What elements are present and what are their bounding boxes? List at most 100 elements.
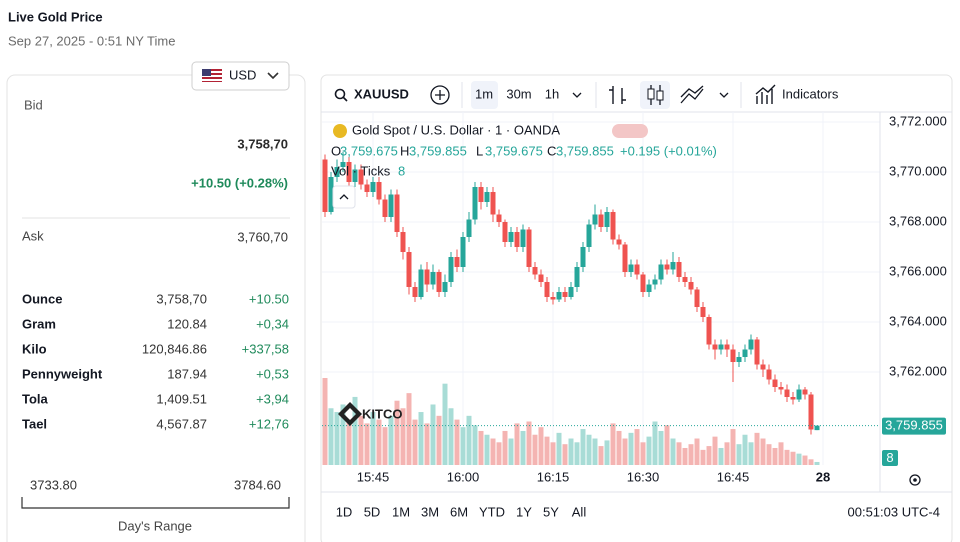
candle-body <box>394 194 400 232</box>
ohlc-key: O <box>331 143 341 158</box>
candle-body <box>496 214 502 222</box>
unit-name: Tola <box>22 391 49 406</box>
ohlc-key: H <box>400 143 409 158</box>
ask-label: Ask <box>22 228 44 243</box>
candle-body <box>448 257 454 282</box>
volume-bar <box>694 438 700 465</box>
volume-bar <box>604 440 610 465</box>
candle-body <box>664 264 670 270</box>
interval[interactable]: 1m <box>475 86 493 101</box>
indicators-button[interactable]: Indicators <box>782 86 839 101</box>
candle-body <box>412 287 418 297</box>
candles-active <box>640 81 670 109</box>
collapse-button[interactable] <box>332 185 356 209</box>
settings-icon[interactable] <box>909 474 921 486</box>
range-button[interactable]: 6M <box>450 504 468 519</box>
candle-body <box>466 219 472 237</box>
candle-body <box>760 364 766 370</box>
bid-change: +10.50 (+0.28%) <box>191 175 288 190</box>
candle-body <box>772 379 778 387</box>
chart-type-icon[interactable] <box>680 85 704 104</box>
volume-bar <box>484 434 490 465</box>
volume-bar <box>568 438 574 465</box>
candle-body <box>364 184 370 192</box>
candle-body <box>562 292 568 297</box>
volume-bar <box>520 430 526 465</box>
x-tick-label: 15:45 <box>357 469 390 484</box>
ohlc-value: 3,759.855 <box>556 143 614 158</box>
volume-bar <box>724 442 730 465</box>
range-button[interactable]: 5Y <box>543 504 559 519</box>
candle-body <box>544 282 550 297</box>
volume-bar <box>376 419 382 465</box>
type-dropdown[interactable] <box>719 92 729 98</box>
candle-body <box>580 247 586 267</box>
candle-body <box>574 267 580 287</box>
candle-body <box>748 339 754 350</box>
volume-bar <box>592 438 598 465</box>
y-tick-label: 3,772.000 <box>889 113 947 128</box>
candle-body <box>724 344 730 350</box>
candle-body <box>652 279 658 285</box>
volume-bar <box>502 430 508 465</box>
interval[interactable]: 30m <box>506 86 531 101</box>
range-button[interactable]: All <box>572 504 587 519</box>
candle-body <box>586 224 592 247</box>
candle-body <box>400 232 406 252</box>
collapse-arrow[interactable] <box>339 194 349 200</box>
unit-name: Ounce <box>22 291 62 306</box>
volume-bar <box>640 442 646 465</box>
volume-bar <box>340 404 346 465</box>
ohlc-key: L <box>476 143 483 158</box>
range-button[interactable]: 1M <box>392 504 410 519</box>
volume-bar <box>586 434 592 465</box>
candle-body <box>346 162 352 182</box>
search-icon[interactable] <box>334 88 348 102</box>
interval[interactable]: 1h <box>545 86 559 101</box>
unit-change: +3,94 <box>256 391 289 406</box>
unit-price: 4,567.87 <box>156 416 207 431</box>
candle-body <box>328 177 334 212</box>
candle-body <box>376 182 382 200</box>
volume-bar <box>490 438 496 465</box>
candle-body <box>352 169 358 182</box>
volume-bar <box>508 438 514 465</box>
volume-bar <box>652 421 658 465</box>
visibility-toggle[interactable] <box>612 124 648 138</box>
volume-bar <box>400 408 406 465</box>
symbol[interactable]: XAUUSD <box>354 86 409 101</box>
range-button[interactable]: 1D <box>336 504 353 519</box>
page-title: Live Gold Price <box>8 9 103 24</box>
interval-dropdown[interactable] <box>572 92 582 98</box>
candle-body <box>340 162 346 167</box>
timestamp: Sep 27, 2025 - 0:51 NY Time <box>8 33 175 48</box>
x-tick-label: 28 <box>816 469 830 484</box>
range-bar <box>21 497 290 509</box>
interval-active <box>471 81 498 109</box>
volume-bar <box>514 423 520 465</box>
compare-button[interactable] <box>430 85 450 105</box>
watermark: KITCO <box>362 406 402 421</box>
range-button[interactable]: YTD <box>479 504 505 519</box>
indicators-icon[interactable] <box>755 84 776 104</box>
range-button[interactable]: 3M <box>421 504 439 519</box>
volume-bar <box>322 378 328 465</box>
range-button[interactable]: 5D <box>364 504 381 519</box>
range-button[interactable]: 1Y <box>516 504 532 519</box>
volume-bar <box>334 412 340 465</box>
candles-icon[interactable] <box>647 88 655 100</box>
price-card <box>6 74 306 542</box>
unit-table: Ounce 3,758,70 +10.50 Gram 120.84 +0,34 Kilo 12… <box>22 291 289 431</box>
candle-body <box>694 289 700 307</box>
volume-bar <box>436 415 442 465</box>
candle-body <box>370 182 376 192</box>
y-tick-label: 3,768.000 <box>889 213 947 228</box>
volume-bar <box>772 447 778 465</box>
candle-body <box>634 264 640 275</box>
bars-icon[interactable] <box>609 86 626 104</box>
volume-bar <box>574 442 580 465</box>
candle-body <box>520 229 526 247</box>
volume-bar <box>616 430 622 465</box>
volume-bar <box>382 427 388 465</box>
candle-body <box>382 199 388 217</box>
